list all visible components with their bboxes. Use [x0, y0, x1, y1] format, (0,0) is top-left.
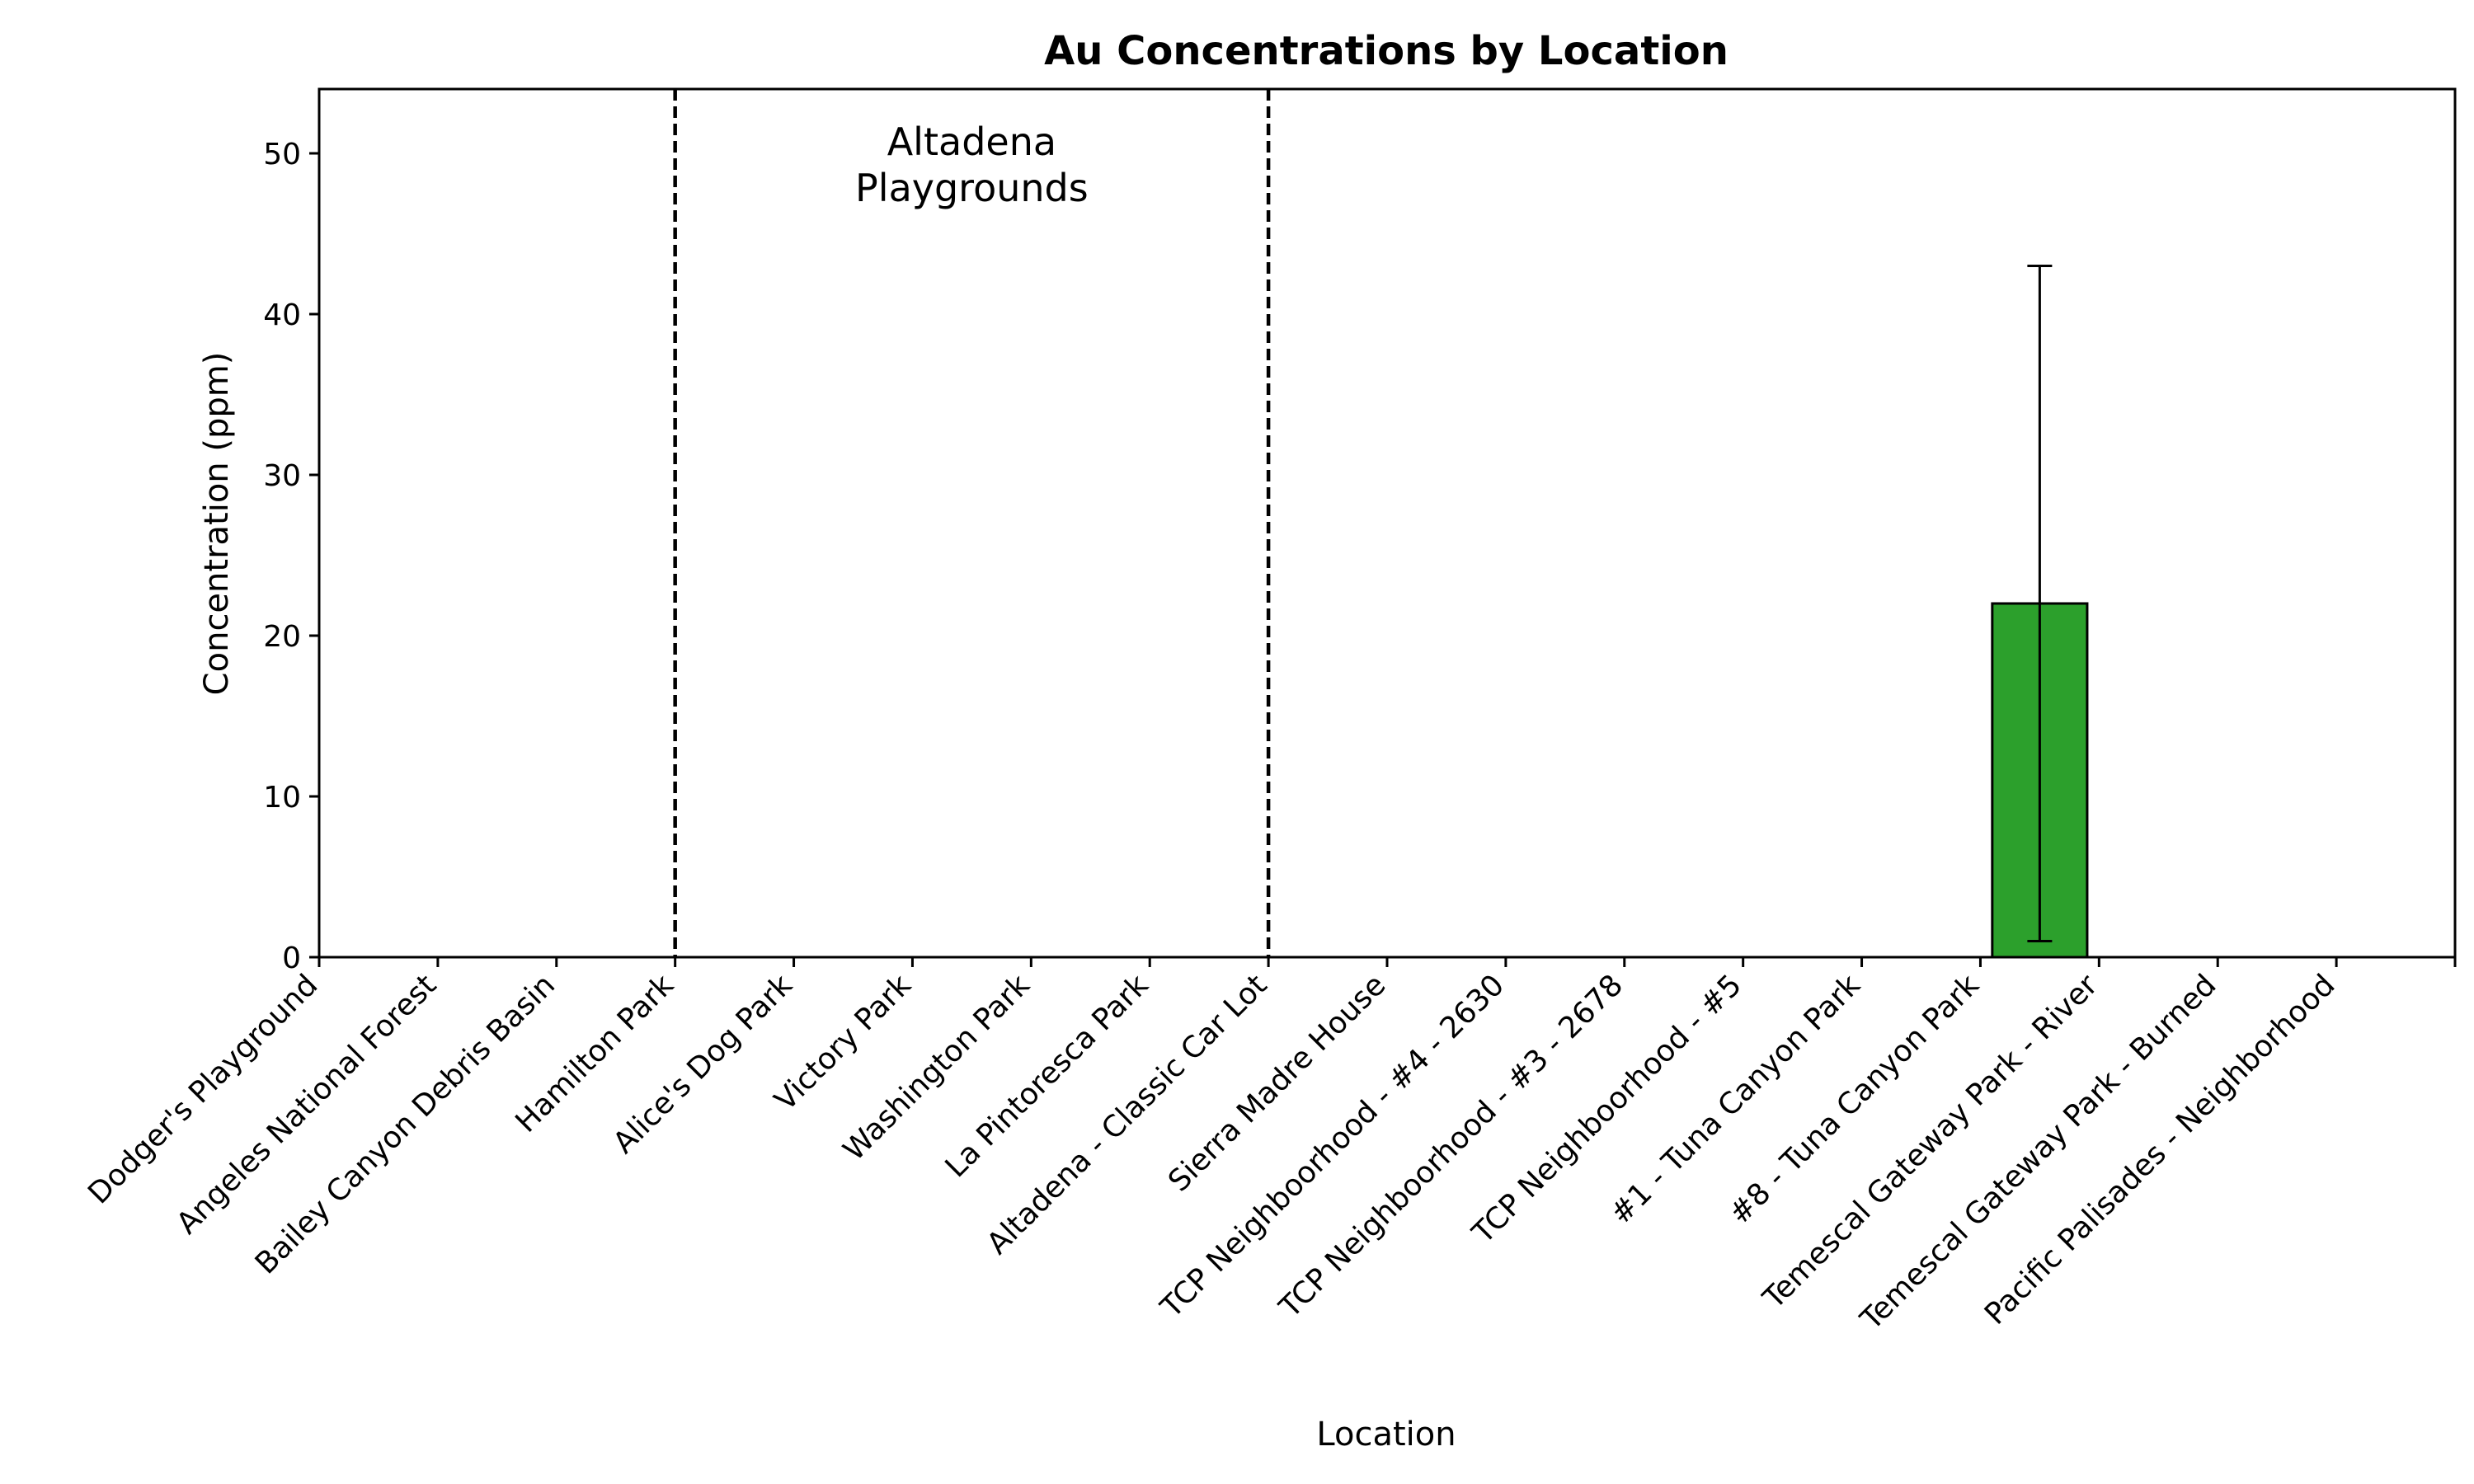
y-tick-label-0: 0 [282, 942, 301, 975]
chart-title: Au Concentrations by Location [1044, 28, 1729, 74]
x-tick-label-13: #1 - Tuna Canyon Park [1604, 968, 1867, 1231]
y-axis-label: Concentration (ppm) [198, 352, 236, 696]
x-tick-label-14: #8 - Tuna Canyon Park [1723, 968, 1986, 1231]
x-tick-label-0: Dodger's Playground [82, 968, 324, 1210]
annotation-line-1: Playgrounds [855, 166, 1089, 210]
x-axis-label: Location [1316, 1416, 1456, 1453]
y-tick-label-2: 20 [263, 620, 301, 654]
y-tick-label-5: 50 [263, 138, 301, 171]
x-tick-label-9: Sierra Madre House [1162, 968, 1392, 1198]
y-tick-label-1: 10 [263, 781, 301, 815]
y-tick-label-3: 30 [263, 459, 301, 493]
annotation-line-0: Altadena [887, 120, 1056, 164]
x-tick-label-7: La Pintoresca Park [939, 968, 1155, 1184]
plot-frame [317, 87, 2457, 959]
y-tick-label-4: 40 [263, 298, 301, 332]
